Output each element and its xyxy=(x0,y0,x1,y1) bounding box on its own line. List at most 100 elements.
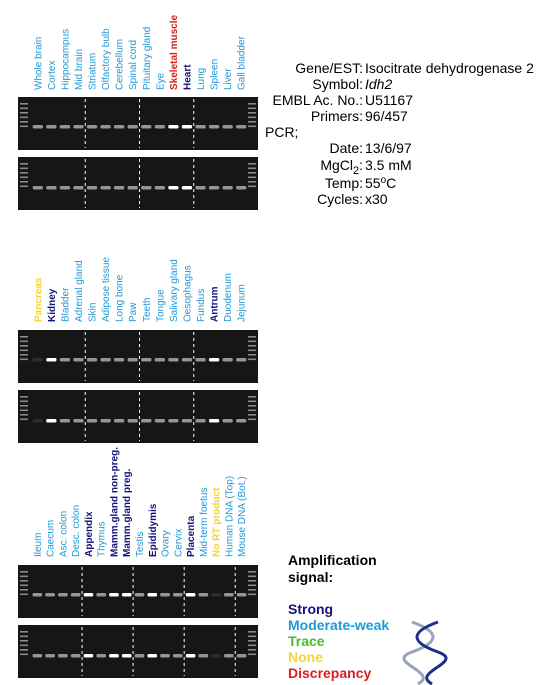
band xyxy=(114,186,125,190)
band xyxy=(96,654,107,658)
band xyxy=(96,593,107,597)
ladder-band xyxy=(248,121,256,123)
ladder-band xyxy=(20,649,28,651)
ladder-band xyxy=(248,176,256,179)
ladder-band xyxy=(20,580,28,582)
lane-label: Ovary xyxy=(161,530,172,557)
info-label: Gene/EST: xyxy=(295,60,363,76)
lane-label: No RT product xyxy=(212,487,223,557)
band xyxy=(222,358,233,362)
band xyxy=(147,654,158,658)
band xyxy=(195,186,206,190)
lane-label: Mamm.gland non-preg. xyxy=(109,447,120,557)
ladder-band xyxy=(20,103,28,105)
band xyxy=(222,419,233,423)
ladder-band xyxy=(248,418,256,421)
lane-label: Paw xyxy=(128,302,139,322)
ladder-band xyxy=(248,336,256,338)
ladder-band xyxy=(20,176,28,179)
info-label: Symbol: xyxy=(312,76,363,92)
band xyxy=(114,419,125,423)
lane-label: Pancreas xyxy=(33,277,44,322)
legend-title: Amplification xyxy=(288,552,377,568)
band xyxy=(236,358,247,362)
band xyxy=(73,358,84,362)
band xyxy=(211,593,221,597)
band xyxy=(147,593,158,597)
lane-label: Salivary gland xyxy=(169,259,180,322)
band xyxy=(154,358,165,362)
ladder-band xyxy=(248,414,256,416)
lane-label: Human DNA (Top) xyxy=(224,476,235,557)
ladder-band xyxy=(248,167,256,170)
ladder-band xyxy=(248,185,256,188)
legend-item: Discrepancy xyxy=(288,665,371,681)
ladder-band xyxy=(248,345,256,347)
band xyxy=(127,125,138,129)
lane-label: Antrum xyxy=(210,286,221,322)
ladder-band xyxy=(248,575,256,578)
info-value: x30 xyxy=(365,191,388,207)
ladder-band xyxy=(248,116,256,119)
lane-label: Spleen xyxy=(210,59,221,90)
ladder-band xyxy=(20,644,28,647)
lane-label: Hippocampus xyxy=(60,29,71,90)
ladder-band xyxy=(248,644,256,647)
band xyxy=(195,125,206,129)
band xyxy=(172,593,183,597)
band xyxy=(58,654,68,658)
dna-icon xyxy=(402,620,448,685)
legend: Amplification signal: StrongModerate-wea… xyxy=(288,552,389,681)
band xyxy=(198,593,209,597)
band xyxy=(86,125,98,129)
ladder-band xyxy=(20,163,28,165)
lane-label: Skeletal muscle xyxy=(169,15,180,90)
lane-label: Whole brain xyxy=(33,37,44,90)
ladder-band xyxy=(248,181,256,183)
ladder-band xyxy=(248,649,256,651)
ladder-band xyxy=(248,593,256,596)
band xyxy=(127,358,138,362)
band xyxy=(141,125,152,129)
ladder-band xyxy=(20,354,28,356)
band xyxy=(100,125,111,129)
gel xyxy=(18,625,258,678)
ladder-band xyxy=(248,358,256,361)
ladder-band xyxy=(248,409,256,412)
lane-label: Spinal cord xyxy=(128,40,139,90)
ladder-band xyxy=(248,125,256,128)
ladder-band xyxy=(20,653,28,656)
band xyxy=(224,654,234,658)
lane-label: Adipose tissue xyxy=(101,257,112,322)
band xyxy=(160,593,170,597)
band xyxy=(224,593,234,597)
band xyxy=(114,358,125,362)
band xyxy=(59,419,71,423)
band xyxy=(208,186,220,190)
band xyxy=(59,186,71,190)
lane-label: Fundus xyxy=(196,289,207,322)
ladder-band xyxy=(20,345,28,347)
band xyxy=(208,419,220,423)
band xyxy=(83,654,94,658)
band xyxy=(141,186,152,190)
lane-label: Placenta xyxy=(186,515,197,557)
info-label: Temp: xyxy=(325,175,363,191)
band xyxy=(100,186,111,190)
band xyxy=(45,593,55,597)
band xyxy=(198,654,209,658)
ladder-band xyxy=(20,116,28,119)
band xyxy=(100,419,111,423)
ladder-band xyxy=(20,112,28,114)
text: : xyxy=(359,157,363,173)
band xyxy=(168,419,179,423)
lane-label: Pituitary gland xyxy=(142,27,153,90)
gel xyxy=(18,565,258,618)
band xyxy=(134,593,145,597)
ladder-band xyxy=(20,358,28,361)
lane-label: Desc. colon xyxy=(71,505,82,557)
ladder-band xyxy=(248,400,256,403)
ladder-band xyxy=(248,103,256,105)
lane-label: Gall bladder xyxy=(237,35,248,90)
ladder-band xyxy=(20,589,28,591)
